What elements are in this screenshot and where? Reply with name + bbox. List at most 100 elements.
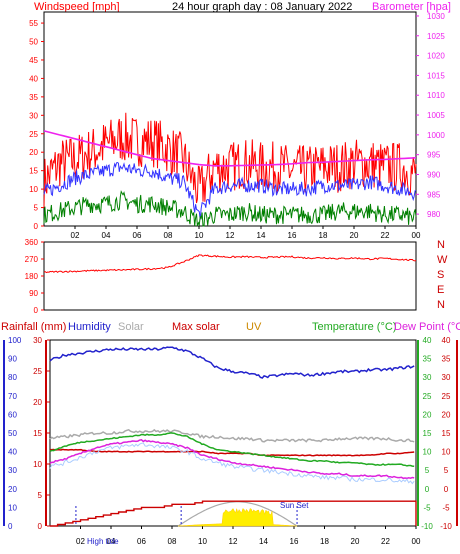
wind-tick-label: 5 [34,204,39,213]
windspeed-axis-title: Windspeed [mph] [34,1,120,13]
rainfall-tick-label: 10 [33,460,42,469]
rainfall-tick-label: 0 [38,522,43,531]
weather-x-label: 18 [320,537,329,546]
compass-label-e: E [437,284,444,296]
humidity-tick-label: 100 [8,336,22,345]
temperature-tick-label: 5 [425,466,430,475]
dewpoint-tick-label: 10 [442,448,451,457]
high-tide-label: High tide [87,537,119,546]
rainfall-tick-label: 5 [38,491,43,500]
barometer-tick-label: 1015 [427,71,445,80]
sun-set-label: Sun Set [280,501,309,510]
legend-dewpoint: Dew Point (°C) [394,321,460,333]
wind-x-label: 02 [71,231,80,240]
humidity-tick-label: 80 [8,373,17,382]
series-temperature-line [49,432,415,468]
barometer-tick-label: 1005 [427,111,445,120]
barometer-tick-label: 1010 [427,91,445,100]
dewpoint-tick-label: 35 [442,355,451,364]
weather-x-label: 00 [412,537,421,546]
barometer-axis-title: Barometer [hpa] [372,1,451,13]
legend-max-solar: Max solar [172,321,220,333]
barometer-tick-label: 1020 [427,52,445,61]
humidity-tick-label: 40 [8,448,17,457]
weather-x-label: 06 [137,537,146,546]
direction-tick-label: 360 [25,238,39,247]
legend-humidity: Humidity [68,321,111,333]
barometer-tick-label: 990 [427,170,441,179]
temperature-tick-label: 25 [423,392,432,401]
wind-tick-label: 25 [29,130,38,139]
series-humidity-line [49,346,415,379]
wind-x-label: 00 [412,231,421,240]
wind-x-label: 04 [102,231,111,240]
wind-tick-label: 35 [29,93,38,102]
wind-direction-line [43,254,417,274]
direction-tick-label: 0 [34,306,39,315]
humidity-tick-label: 10 [8,503,17,512]
barometer-tick-label: 980 [427,210,441,219]
weather-x-label: 14 [259,537,268,546]
dewpoint-tick-label: 5 [444,466,449,475]
barometer-tick-label: 985 [427,190,441,199]
wind-x-label: 14 [257,231,266,240]
temperature-tick-label: 0 [425,485,430,494]
barometer-tick-label: 1025 [427,32,445,41]
humidity-tick-label: 50 [8,429,17,438]
humidity-tick-label: 20 [8,485,17,494]
weather-x-label: 08 [168,537,177,546]
rainfall-tick-label: 30 [33,336,42,345]
legend-solar: Solar [118,321,144,333]
weather-x-label: 16 [290,537,299,546]
dewpoint-tick-label: 30 [442,373,451,382]
chart-title: 24 hour graph day : 08 January 2022 [172,1,352,13]
uv-area [178,507,297,527]
dewpoint-tick-label: 20 [442,410,451,419]
wind-x-label: 20 [350,231,359,240]
temperature-tick-label: -5 [423,503,431,512]
compass-label-n: N [437,299,445,311]
rainfall-tick-label: 20 [33,398,42,407]
humidity-tick-label: 60 [8,410,17,419]
temperature-tick-label: 20 [423,410,432,419]
legend-uv: UV [246,321,262,333]
series-dew-point-line [49,439,415,480]
weather-x-label: 04 [107,537,116,546]
rainfall-tick-label: 15 [33,429,42,438]
wind-tick-label: 20 [29,148,38,157]
compass-label-w: W [437,254,448,266]
compass-label-s: S [437,269,444,281]
series-average-line [43,161,417,220]
rainfall-tick-label: 25 [33,367,42,376]
barometer-line [43,130,417,167]
wind-tick-label: 55 [29,19,38,28]
temperature-tick-label: 10 [423,448,432,457]
wind-x-label: 18 [319,231,328,240]
legend-rainfall: Rainfall (mm) [1,321,66,333]
series-low-line [43,190,417,227]
wind-tick-label: 30 [29,111,38,120]
wind-x-label: 06 [133,231,142,240]
humidity-tick-label: 90 [8,355,17,364]
dewpoint-tick-label: 15 [442,429,451,438]
direction-panel-frame [43,241,417,311]
barometer-tick-label: 1030 [427,12,445,21]
wind-panel-frame [43,11,417,227]
direction-tick-label: 90 [29,289,38,298]
temperature-tick-label: 40 [423,336,432,345]
humidity-tick-label: 0 [8,522,13,531]
temperature-tick-label: -10 [421,522,433,531]
rainfall-line [50,500,417,527]
humidity-tick-label: 30 [8,466,17,475]
wind-x-label: 12 [226,231,235,240]
temperature-tick-label: 30 [423,373,432,382]
direction-tick-label: 180 [25,272,39,281]
dewpoint-tick-label: 40 [442,336,451,345]
humidity-tick-label: 70 [8,392,17,401]
weather-x-label: 20 [351,537,360,546]
wind-tick-label: 50 [29,38,38,47]
temperature-tick-label: 15 [423,429,432,438]
dewpoint-tick-label: 25 [442,392,451,401]
barometer-tick-label: 995 [427,151,441,160]
